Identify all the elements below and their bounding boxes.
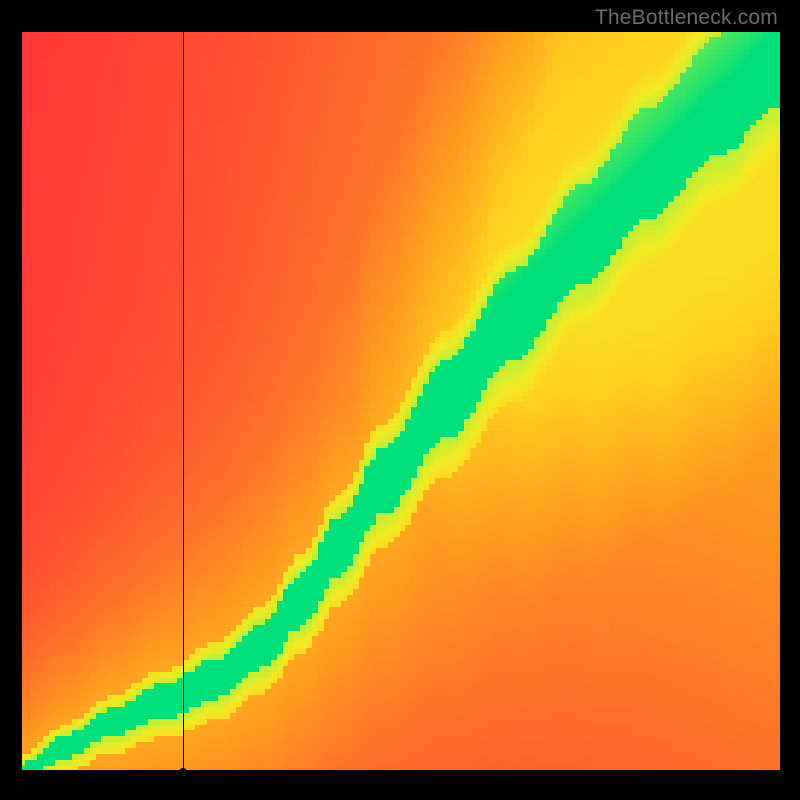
y-axis-line xyxy=(20,32,22,772)
watermark-text: TheBottleneck.com xyxy=(595,6,778,30)
heatmap-canvas xyxy=(20,32,780,772)
marker-vertical-line xyxy=(183,32,184,772)
x-axis-line xyxy=(20,770,780,772)
heatmap-plot-area xyxy=(20,32,780,772)
marker-dot xyxy=(179,768,187,776)
